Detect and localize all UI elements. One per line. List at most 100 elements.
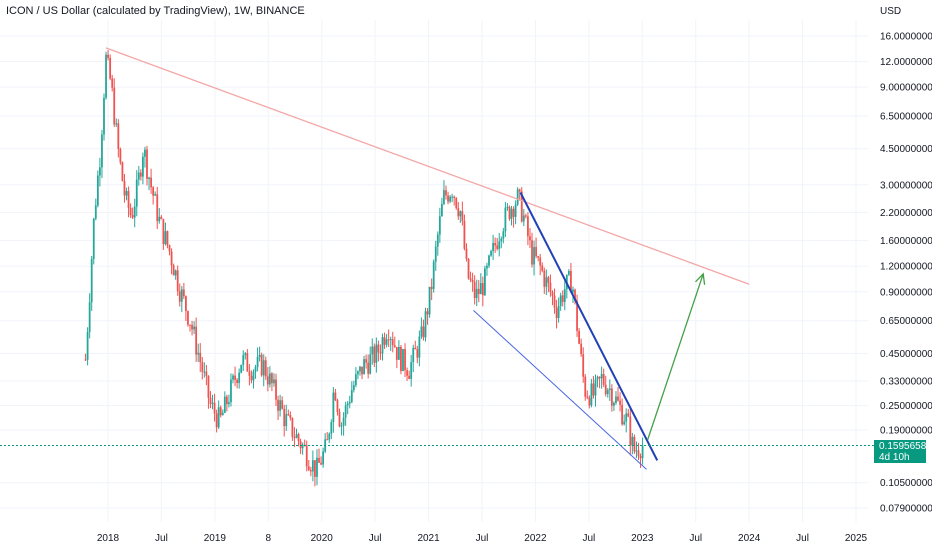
candle-body — [357, 371, 359, 375]
candle-body — [416, 349, 419, 358]
candle-body — [459, 211, 462, 217]
candle-body — [103, 97, 105, 135]
x-tick-label: 2024 — [738, 533, 761, 544]
candle-body — [164, 231, 167, 245]
y-tick-label: 1.20000000 — [880, 262, 932, 273]
candle-body — [518, 189, 521, 192]
candle-body — [252, 371, 255, 381]
candle-body — [516, 189, 519, 205]
candle-body — [201, 362, 204, 372]
candle-body — [314, 460, 316, 477]
candle-body — [191, 324, 193, 330]
candle-body — [461, 211, 464, 222]
candle-body — [309, 470, 312, 472]
x-tick-label: 2023 — [631, 533, 654, 544]
candle-body — [582, 354, 585, 377]
candle-body — [527, 216, 529, 237]
x-tick-label: Jul — [582, 533, 595, 544]
candle-body — [316, 457, 318, 477]
candle-body — [404, 349, 406, 371]
last-price-badge: 0.15956584 4d 10h — [874, 440, 932, 463]
candle-body — [369, 354, 372, 374]
candle-body — [426, 311, 429, 315]
candle-body — [551, 292, 554, 296]
candle-body — [230, 379, 232, 403]
candle-body — [371, 346, 374, 355]
candle-body — [596, 376, 599, 380]
candle-body — [422, 326, 425, 338]
candle-body — [109, 57, 112, 79]
candle-body — [158, 216, 161, 222]
x-tick-label: 2018 — [97, 533, 120, 544]
candle-body — [277, 399, 279, 411]
countdown-value: 4d 10h — [879, 452, 910, 463]
y-tick-label: 0.07900000 — [880, 504, 932, 515]
candle-body — [508, 206, 511, 219]
candle-body — [506, 206, 509, 208]
candle-body — [543, 270, 546, 287]
y-tick-label: 2.20000000 — [880, 208, 932, 219]
candle-body — [391, 339, 394, 346]
candle-body — [445, 190, 447, 196]
candle-body — [594, 379, 597, 396]
candle-body — [608, 388, 611, 391]
y-tick-label: 12.00000000 — [880, 57, 932, 68]
candle-body — [221, 412, 224, 416]
candlesticks — [84, 50, 644, 487]
candle-body — [373, 346, 376, 363]
candle-body — [113, 87, 116, 125]
y-tick-label: 9.00000000 — [880, 83, 932, 94]
candle-body — [484, 268, 486, 296]
candle-body — [481, 283, 484, 296]
time-axis[interactable]: 2018 Jul 2019 8 2020 Jul 2021 Jul 2022 Jul 2023 Jul… — [97, 533, 868, 544]
candle-body — [275, 379, 277, 400]
candle-body — [490, 251, 492, 256]
candle-body — [264, 360, 267, 377]
candle-body — [301, 444, 304, 449]
candle-body — [117, 123, 120, 149]
candle-body — [107, 54, 109, 58]
candle-body — [123, 180, 126, 196]
candle-body — [133, 206, 136, 218]
price-axis[interactable]: 16.00000000 12.00000000 9.00000000 6.500000… — [880, 32, 932, 515]
candle-body — [359, 366, 361, 372]
candle-body — [420, 326, 423, 337]
candle-body — [529, 236, 531, 241]
candle-body — [168, 245, 171, 252]
candle-body — [234, 375, 236, 380]
axis-unit-label: USD — [880, 6, 901, 17]
candle-body — [475, 288, 478, 299]
candle-body — [152, 187, 155, 196]
candle-body — [363, 359, 365, 375]
candle-body — [522, 215, 525, 222]
candle-body — [223, 396, 226, 413]
candle-body — [211, 402, 214, 404]
candle-body — [494, 243, 497, 246]
x-tick-label: 2025 — [845, 533, 868, 544]
y-tick-label: 0.45000000 — [880, 349, 932, 360]
candle-body — [262, 360, 265, 376]
candle-body — [352, 385, 355, 391]
candle-body — [328, 433, 331, 440]
candle-body — [354, 374, 357, 386]
candle-body — [563, 289, 566, 302]
candle-body — [203, 371, 206, 373]
candle-body — [545, 277, 548, 287]
candle-body — [96, 175, 99, 206]
candle-body — [430, 286, 433, 289]
candle-body — [438, 216, 441, 235]
candle-body — [205, 371, 208, 376]
candle-body — [225, 396, 228, 405]
candle-body — [209, 397, 212, 404]
candle-body — [604, 384, 607, 395]
candle-body — [635, 450, 638, 452]
candle-body — [412, 347, 415, 363]
candle-body — [260, 354, 263, 376]
x-tick-label: 2020 — [311, 533, 334, 544]
candle-body — [187, 311, 189, 325]
candle-body — [590, 383, 593, 406]
candle-body — [195, 326, 198, 355]
candle-body — [240, 364, 243, 373]
candle-body — [555, 307, 558, 319]
